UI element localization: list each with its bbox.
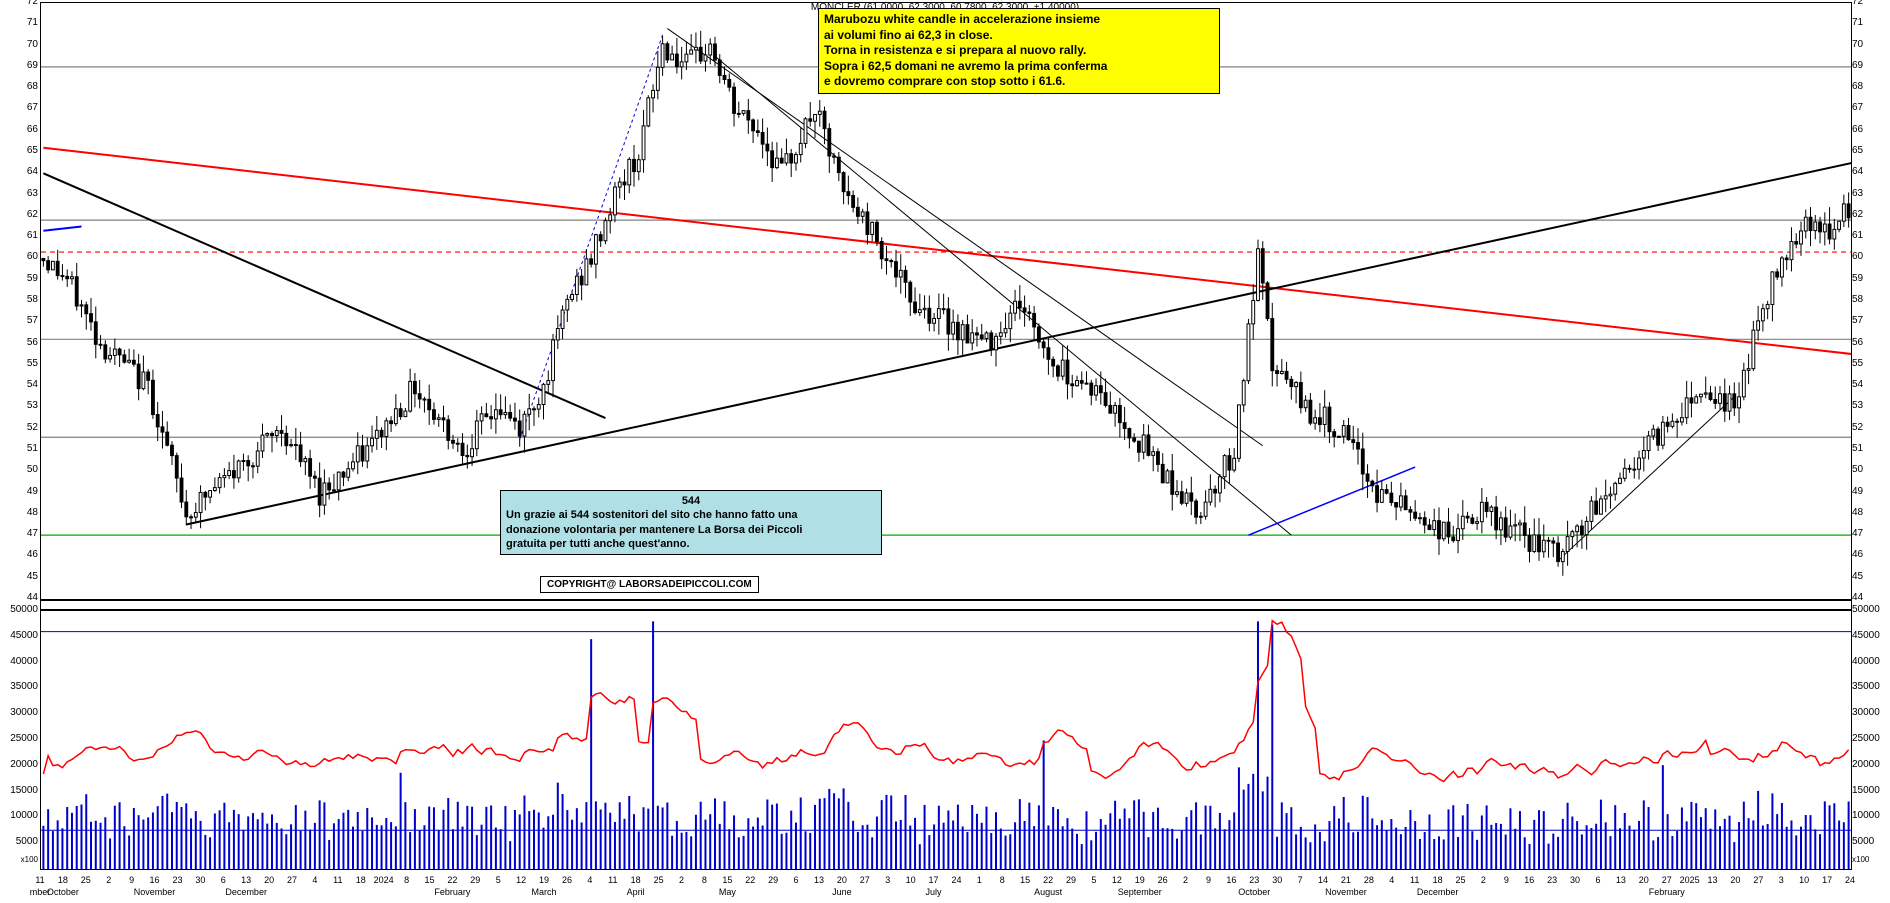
panel-divider xyxy=(40,600,1852,610)
annotation-yellow: Marubozu white candle in accelerazione i… xyxy=(818,8,1220,94)
price-y-axis-left: 4445464748495051525354555657585960616263… xyxy=(0,2,38,598)
price-y-axis-right: 4445464748495051525354555657585960616263… xyxy=(1852,2,1890,598)
annotation-blue: 544Un grazie ai 544 sostenitori del sito… xyxy=(500,490,882,555)
volume-panel xyxy=(40,610,1852,870)
vol-y-axis-right: 5000100001500020000250003000035000400004… xyxy=(1852,610,1890,868)
x-axis: 11mber18October252916November2330613Dece… xyxy=(40,873,1850,903)
vol-y-axis-left: 5000100001500020000250003000035000400004… xyxy=(0,610,38,868)
copyright: COPYRIGHT@ LABORSADEIPICCOLI.COM xyxy=(540,576,759,593)
